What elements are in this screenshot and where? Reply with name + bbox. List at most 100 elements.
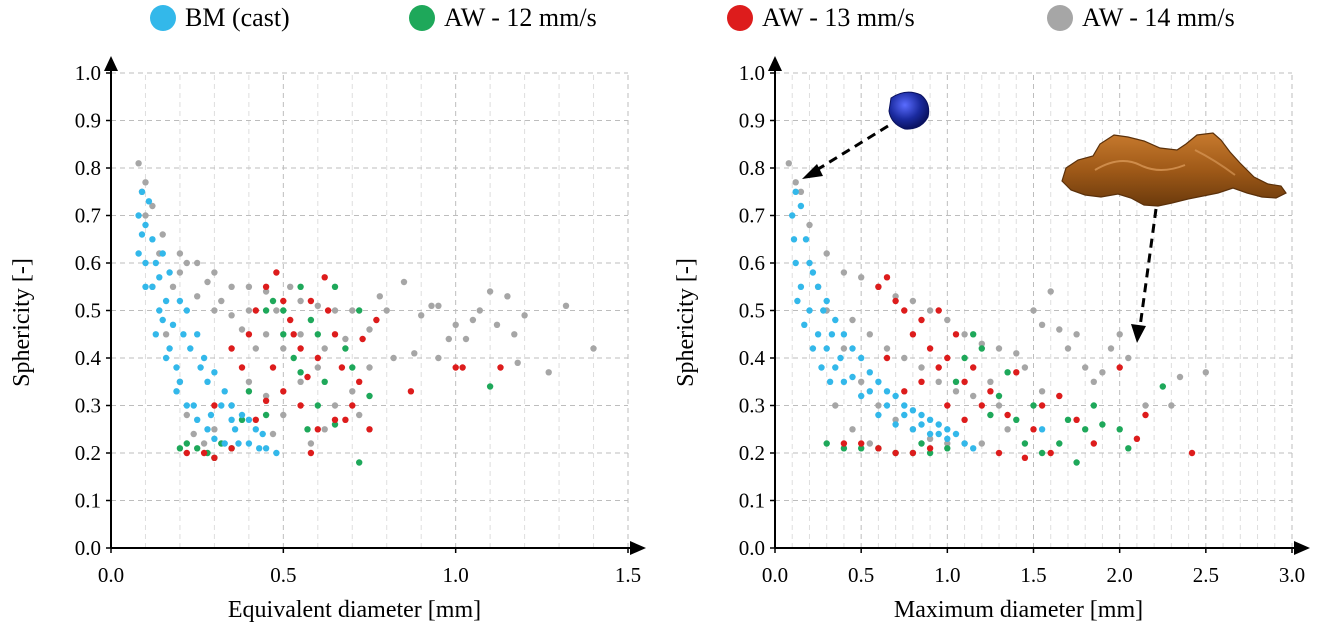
x-tick-label: 2.0 — [1107, 563, 1133, 587]
data-point — [1030, 402, 1037, 409]
data-point — [280, 345, 287, 352]
data-point — [176, 297, 184, 305]
data-point — [228, 345, 235, 352]
data-point — [162, 331, 170, 338]
data-point — [792, 188, 799, 195]
data-point — [918, 378, 925, 385]
y-axis-arrow-icon — [104, 56, 118, 71]
irregular-pore-icon — [1061, 132, 1287, 207]
data-point — [245, 388, 253, 395]
data-point — [314, 402, 321, 409]
data-point — [1073, 331, 1080, 338]
data-point — [1013, 369, 1020, 376]
data-point — [262, 397, 270, 404]
y-axis-title: Sphericity [-] — [9, 258, 35, 387]
legend-item-bm-cast: BM (cast) — [150, 3, 290, 33]
data-point — [995, 402, 1003, 409]
data-point — [280, 307, 287, 314]
data-point — [183, 449, 190, 457]
data-point — [875, 445, 882, 452]
data-point — [978, 440, 985, 447]
data-point — [228, 416, 235, 423]
data-point — [400, 278, 408, 286]
data-point — [297, 378, 304, 385]
data-point — [1021, 440, 1029, 447]
data-point — [909, 407, 917, 414]
data-point — [169, 321, 177, 328]
data-point — [858, 274, 865, 281]
data-point — [262, 307, 270, 314]
data-point — [138, 188, 146, 195]
data-point — [142, 212, 149, 219]
data-point — [297, 331, 304, 338]
data-point — [918, 364, 925, 371]
data-point — [978, 402, 985, 409]
data-point — [280, 297, 287, 305]
data-point — [849, 345, 856, 352]
data-point — [383, 307, 390, 314]
data-point — [883, 354, 891, 362]
data-point — [356, 307, 363, 314]
data-point — [814, 331, 822, 338]
data-point — [823, 297, 830, 305]
data-point — [497, 364, 504, 371]
data-point — [366, 392, 373, 400]
data-point — [462, 335, 470, 343]
data-point — [373, 316, 380, 324]
data-point — [511, 331, 518, 338]
data-point — [961, 331, 968, 338]
data-point — [918, 316, 925, 324]
data-point — [1176, 373, 1184, 381]
data-point — [901, 411, 908, 419]
data-point — [1064, 416, 1072, 423]
data-point — [259, 430, 266, 438]
data-point — [280, 331, 287, 338]
data-point — [152, 331, 159, 338]
data-point — [428, 302, 435, 309]
x-tick-label: 1.0 — [934, 563, 960, 587]
data-point — [1133, 435, 1141, 442]
data-point — [866, 440, 873, 447]
data-point — [338, 364, 346, 371]
data-point — [194, 445, 201, 452]
legend-marker-aw-13 — [727, 5, 753, 31]
data-point — [806, 259, 813, 267]
series-aw-13-mm-s — [183, 269, 504, 461]
data-point — [407, 388, 415, 395]
y-tick-label: 0.4 — [739, 346, 766, 370]
data-point — [356, 459, 363, 466]
data-point — [944, 445, 951, 452]
data-point — [892, 416, 899, 423]
data-point — [1099, 421, 1106, 428]
data-point — [1082, 364, 1089, 371]
data-point — [194, 416, 201, 423]
y-tick-label: 0.1 — [75, 489, 101, 513]
data-point — [287, 316, 294, 324]
data-point — [1082, 426, 1089, 433]
y-axis-arrow-icon — [768, 56, 782, 71]
data-point — [926, 449, 934, 457]
data-point — [1004, 369, 1011, 376]
data-point — [331, 421, 339, 428]
data-point — [211, 435, 218, 442]
data-point — [262, 288, 270, 295]
data-point — [228, 283, 235, 290]
data-point — [349, 307, 356, 314]
data-point — [858, 445, 865, 452]
data-point — [892, 449, 899, 457]
data-point — [459, 364, 466, 371]
data-point — [1116, 331, 1123, 338]
x-tick-label: 1.5 — [1020, 563, 1046, 587]
data-point — [252, 307, 259, 314]
y-tick-label: 0.7 — [75, 204, 101, 228]
data-point — [142, 221, 149, 229]
data-point — [944, 316, 951, 324]
data-point — [1073, 459, 1080, 466]
data-point — [159, 250, 166, 257]
series-bm-cast- — [135, 188, 280, 457]
y-tick-label: 0.3 — [739, 394, 765, 418]
y-tick-label: 0.5 — [75, 299, 101, 323]
legend-marker-bm-cast — [150, 5, 176, 31]
data-point — [190, 402, 197, 409]
